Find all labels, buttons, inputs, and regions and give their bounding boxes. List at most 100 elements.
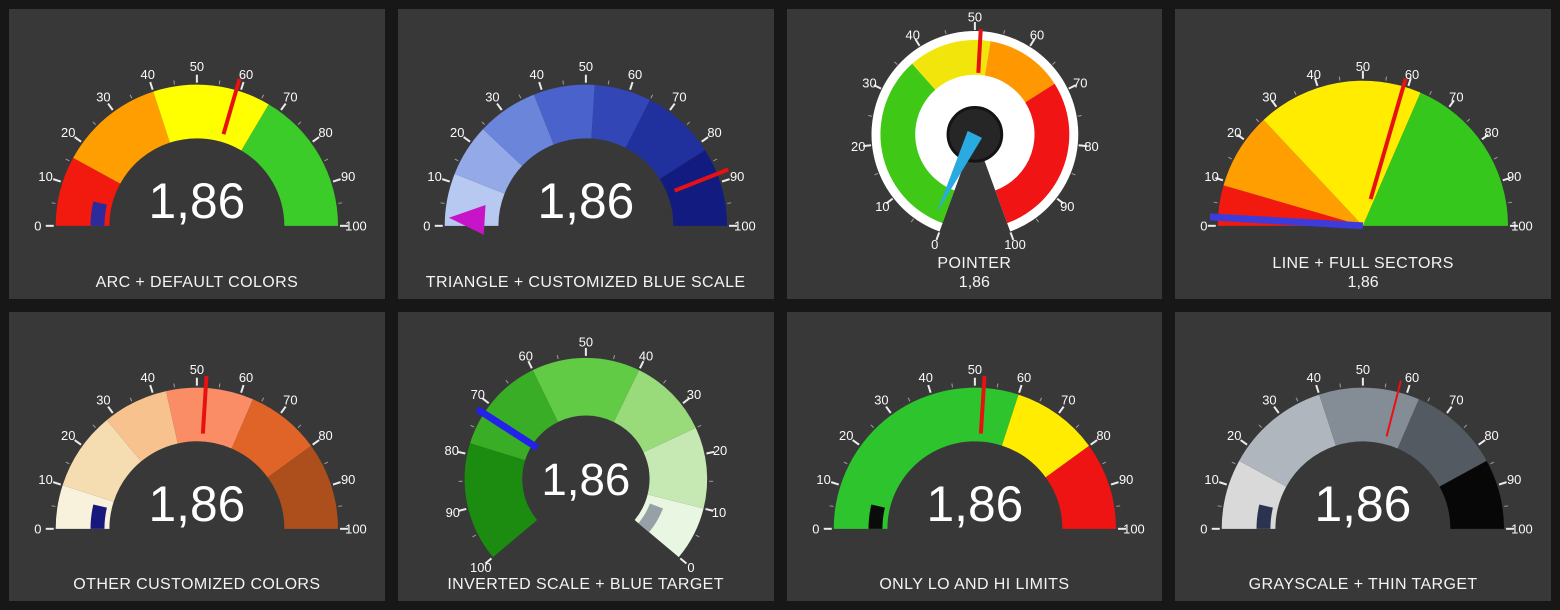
- major-tick: [280, 102, 287, 111]
- gauge-value-text: 1,86: [149, 173, 246, 229]
- major-tick: [1215, 176, 1224, 182]
- gauge-panel-only-lo-hi-limits: 0 10 20 30 40 50 60 70 80 90 100 1,86 ONLY LO AND H…: [786, 311, 1163, 601]
- target-marker: [978, 375, 986, 434]
- gauge-value-text: 1,86: [537, 173, 634, 229]
- minor-tick: [1429, 90, 1433, 95]
- tick-label: 90: [1507, 472, 1521, 487]
- tick-label: 20: [1227, 427, 1241, 442]
- tick-label: 40: [639, 348, 653, 363]
- tick-label: 60: [1405, 67, 1419, 82]
- value-marker: [868, 503, 885, 529]
- minor-tick: [1294, 90, 1297, 95]
- major-tick: [872, 84, 882, 90]
- major-tick: [332, 480, 341, 486]
- tick-label: 100: [1123, 521, 1145, 536]
- tick-label: 90: [730, 169, 744, 184]
- minor-tick: [440, 202, 445, 204]
- tick-label: 80: [1084, 139, 1098, 154]
- minor-tick: [1101, 461, 1106, 464]
- tick-label: 40: [529, 67, 543, 82]
- gauge-value-text: 1,86: [149, 475, 246, 531]
- gauge-sector: [231, 398, 312, 477]
- major-tick: [700, 136, 709, 143]
- tick-label: 50: [578, 334, 592, 349]
- major-tick: [240, 81, 245, 90]
- minor-tick: [828, 504, 834, 507]
- minor-tick: [650, 94, 653, 99]
- minor-tick: [662, 379, 667, 384]
- tick-label: 0: [34, 218, 41, 233]
- major-tick: [1273, 405, 1280, 414]
- value-marker: [90, 201, 107, 226]
- minor-tick: [907, 397, 910, 402]
- tick-label: 30: [96, 392, 110, 407]
- major-tick: [441, 178, 450, 183]
- tick-label: 80: [1485, 125, 1499, 140]
- major-tick: [1078, 144, 1087, 148]
- gauge-sector: [464, 442, 537, 557]
- gauge-sector: [833, 387, 1018, 529]
- target-marker: [1368, 78, 1408, 200]
- minor-tick: [1385, 382, 1387, 388]
- tick-label: 90: [1507, 169, 1521, 184]
- minor-tick: [686, 121, 691, 125]
- minor-tick: [518, 94, 522, 99]
- major-tick: [1448, 99, 1456, 108]
- caption-block: LINE + FULL SECTORS 1,86: [1175, 254, 1551, 292]
- minor-tick: [556, 354, 559, 359]
- minor-tick: [472, 534, 477, 537]
- tick-label: 20: [61, 427, 75, 442]
- tick-label: 20: [713, 443, 727, 458]
- minor-tick: [712, 158, 717, 162]
- target-marker: [673, 167, 729, 193]
- minor-tick: [338, 202, 343, 204]
- major-tick: [107, 405, 114, 414]
- gauge-sector: [1223, 120, 1364, 226]
- major-tick: [74, 136, 82, 143]
- caption-block: TRIANGLE + CUSTOMIZED BLUE SCALE: [398, 273, 774, 292]
- tick-label: 100: [1004, 237, 1026, 252]
- minor-tick: [1217, 504, 1222, 507]
- major-tick: [484, 557, 492, 564]
- gauge-caption: LINE + FULL SECTORS: [1272, 254, 1454, 272]
- tick-label: 40: [141, 370, 155, 385]
- major-tick: [935, 232, 940, 241]
- tick-label: 40: [1307, 67, 1321, 82]
- tick-label: 50: [1356, 59, 1370, 74]
- major-tick: [1498, 480, 1508, 486]
- minor-tick: [1508, 201, 1513, 204]
- gauge-sector: [532, 357, 639, 422]
- gauge-pointer: 0 10 20 30 40 50 60 70 80 90 100: [851, 10, 1099, 253]
- tick-label: 90: [1118, 472, 1132, 487]
- tick-label: 100: [470, 559, 492, 574]
- minor-tick: [1075, 423, 1079, 428]
- tick-label: 0: [687, 559, 694, 574]
- tick-label: 30: [96, 90, 110, 105]
- tick-label: 50: [190, 59, 204, 74]
- minor-tick: [1213, 201, 1218, 204]
- minor-tick: [51, 504, 56, 507]
- target-marker: [475, 405, 540, 451]
- tick-label: 20: [851, 139, 865, 154]
- major-tick: [527, 360, 533, 369]
- major-tick: [74, 438, 82, 445]
- minor-tick: [218, 382, 221, 388]
- tick-label: 20: [450, 125, 464, 140]
- tick-label: 50: [1356, 362, 1370, 377]
- major-tick: [1240, 438, 1248, 445]
- minor-tick: [873, 173, 878, 176]
- gauge-sector: [444, 173, 505, 226]
- minor-tick: [129, 397, 133, 402]
- minor-tick: [1490, 461, 1495, 464]
- minor-tick: [1228, 156, 1233, 160]
- minor-tick: [1463, 423, 1468, 428]
- minor-tick: [996, 382, 998, 388]
- major-tick: [1314, 78, 1319, 87]
- tick-label: 20: [839, 427, 853, 442]
- tick-label: 100: [1511, 521, 1533, 536]
- tick-label: 90: [341, 472, 355, 487]
- gauge-sector: [267, 445, 339, 529]
- tick-label: 10: [38, 472, 52, 487]
- major-tick: [679, 557, 687, 564]
